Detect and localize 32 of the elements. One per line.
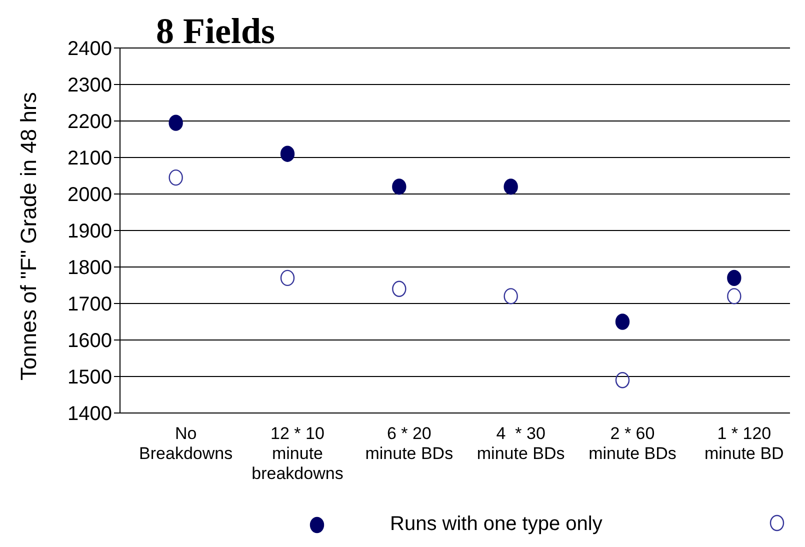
y-tick-label: 2400 [68,38,112,60]
point [727,288,742,304]
y-tick-label: 1800 [68,257,112,280]
y-tick-label: 2300 [68,74,112,97]
point [615,372,630,388]
y-tick-label: 2100 [68,148,112,170]
y-tick-label: 1900 [68,220,112,243]
point [168,169,183,186]
y-tick-label: 2200 [68,111,112,134]
x-tick-label: 4 * 30 minute BDs [476,424,565,463]
point [504,288,518,304]
y-tick-label: 1400 [68,403,112,426]
y-tick-label: 2000 [68,184,112,206]
y-axis-title: Tonnes of "F" Grade in 48 hrs [16,92,41,380]
point [280,146,295,162]
y-tick-label: 1600 [68,330,112,352]
point [727,270,742,286]
point [392,280,406,297]
y-tick-label: 1500 [68,366,112,389]
point [392,178,406,195]
chart-title: 8 Fields [156,10,276,52]
point [280,270,295,286]
point [504,178,518,195]
x-tick-label: No Breakdowns [139,424,233,463]
point [168,114,183,131]
x-tick-label: 12 * 10 minute breakdowns [252,424,344,483]
text: Runs with one type only [390,513,602,536]
x-tick-label: 2 * 60 minute BDs [588,424,676,463]
x-tick-label: 1 * 120 minute BD [704,424,784,463]
y-tick-label: 1700 [68,294,112,316]
x-tick-label: 6 * 20 minute BDs [365,424,454,463]
point [615,314,630,330]
